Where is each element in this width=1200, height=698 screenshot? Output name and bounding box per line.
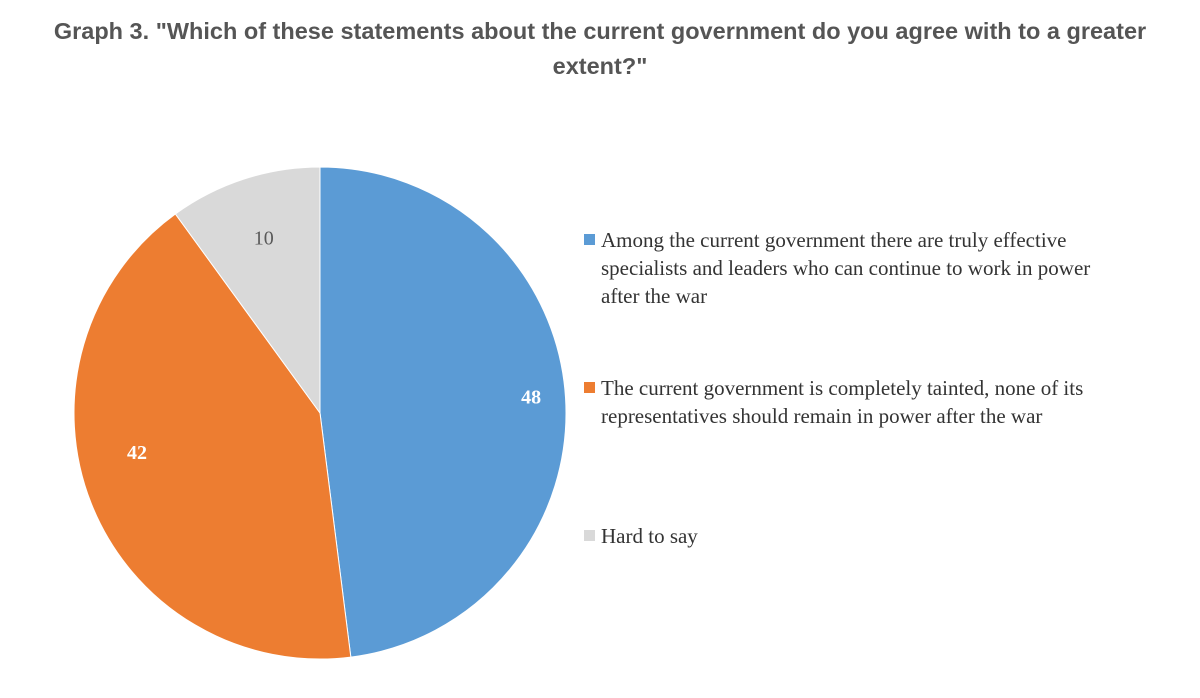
- pie-slice-completely-tainted: [73, 213, 352, 660]
- slice-label-hard-to-say: 10: [254, 227, 274, 249]
- legend-swatch: [584, 382, 595, 393]
- legend-item-hard-to-say: Hard to say: [584, 522, 1144, 550]
- pie-slice-effective-specialists: [319, 166, 567, 658]
- slice-label-effective-specialists: 48: [521, 386, 541, 408]
- legend-label: Hard to say: [601, 524, 698, 548]
- slice-label-completely-tainted: 42: [127, 442, 147, 464]
- pie-slice-hard-to-say: [174, 166, 321, 415]
- chart-title: Graph 3. "Which of these statements abou…: [53, 18, 1147, 79]
- legend-item-completely-tainted: The current government is completely tai…: [584, 374, 1144, 430]
- legend-label: The current government is completely tai…: [601, 376, 1084, 428]
- legend-swatch: [584, 234, 595, 245]
- legend-item-effective-specialists: Among the current government there are t…: [584, 226, 1144, 310]
- legend-swatch: [584, 530, 595, 541]
- legend-label: Among the current government there are t…: [601, 228, 1091, 308]
